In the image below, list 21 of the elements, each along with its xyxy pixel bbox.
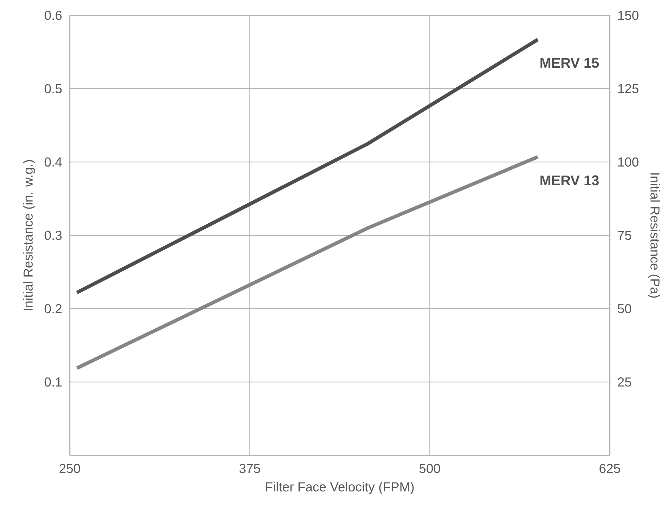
series-label: MERV 15 [540,58,600,68]
y-tick-label: 0.5 [44,84,62,94]
y2-tick-label: 150 [618,10,639,20]
y2-tick-label: 50 [618,304,632,314]
y2-axis-title: Initial Resistance (Pa) [648,174,660,298]
y2-tick-label: 25 [618,378,632,387]
x-tick-label: 500 [420,464,440,474]
y2-tick-label: 100 [618,158,639,167]
y2-tick-label: 125 [618,84,639,94]
x-tick-label: 625 [600,464,620,474]
y-tick-label: 0.6 [44,11,62,20]
y2-tick-label: 75 [618,231,632,240]
y-tick-label: 0.1 [44,378,62,387]
x-tick-label: 375 [240,464,260,474]
y-axis-title: Initial Resistance (in. w.g.) [23,160,36,311]
y-tick-label: 0.2 [44,304,62,314]
x-tick-label: 250 [60,464,80,474]
y-tick-label: 0.4 [44,158,62,167]
x-axis-title: Filter Face Velocity (FPM) [266,482,414,494]
series-label: MERV 13 [540,176,599,186]
y-tick-label: 0.3 [44,231,62,240]
